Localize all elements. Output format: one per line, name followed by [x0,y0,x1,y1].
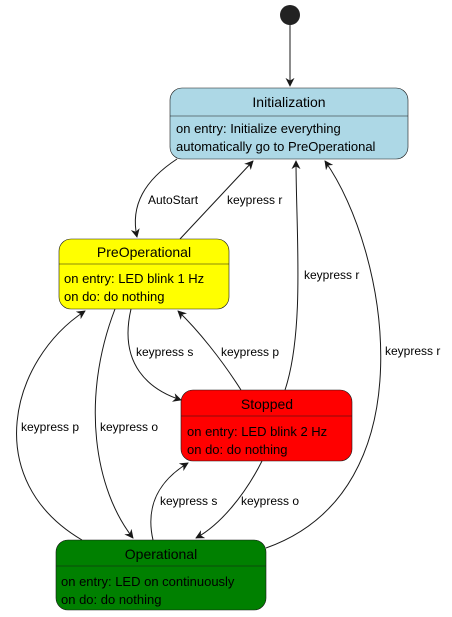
edge-preoperational-to-initialization [179,160,254,240]
state-operational[interactable]: Operational on entry: LED on continuousl… [55,539,267,611]
edge-initialization-to-preoperational [130,158,178,238]
label-stopped-keypress-o: keypress o [241,494,299,508]
initialization-detail-entry: on entry: Initialize everything [176,121,341,136]
edge-stopped-to-preoperational [177,310,242,391]
label-preop-keypress-r: keypress r [227,193,282,207]
label-preop-keypress-s: keypress s [136,345,193,359]
edge-preoperational-to-stopped [127,308,182,402]
state-preoperational[interactable]: PreOperational on entry: LED blink 1 Hz … [58,238,230,310]
stopped-detail-do: on do: do nothing [187,442,287,457]
stopped-box [180,389,353,462]
state-stopped[interactable]: Stopped on entry: LED blink 2 Hz on do: … [180,389,353,462]
operational-box [55,539,267,611]
label-operational-keypress-p: keypress p [21,420,79,434]
preoperational-detail-do: on do: do nothing [64,289,164,304]
label-preop-keypress-o: keypress o [100,420,158,434]
edge-operational-to-stopped [150,462,189,541]
edge-stopped-to-operational [195,460,263,539]
state-initialization[interactable]: Initialization on entry: Initialize ever… [169,87,409,160]
stopped-detail-entry: on entry: LED blink 2 Hz [187,424,327,439]
operational-detail-do: on do: do nothing [61,592,161,607]
operational-detail-entry: on entry: LED on continuously [61,574,235,589]
stopped-title: Stopped [241,396,293,412]
edge-operational-to-initialization [265,160,382,549]
label-stopped-keypress-p: keypress p [221,345,279,359]
edge-operational-to-preoperational [16,310,86,541]
label-operational-keypress-r: keypress r [385,344,440,358]
initial-state-dot [280,5,300,25]
initialization-box [169,87,409,160]
label-operational-keypress-s: keypress s [160,494,217,508]
preoperational-detail-entry: on entry: LED blink 1 Hz [64,271,204,286]
label-autostart: AutoStart [148,193,199,207]
edge-preoperational-to-operational [94,308,134,539]
initialization-title: Initialization [252,94,325,110]
operational-title: Operational [125,546,197,562]
preoperational-title: PreOperational [97,244,191,260]
preoperational-box [58,238,230,310]
edge-stopped-to-initialization [284,160,301,391]
label-stopped-keypress-r: keypress r [304,268,359,282]
initialization-detail-auto: automatically go to PreOperational [176,139,376,154]
